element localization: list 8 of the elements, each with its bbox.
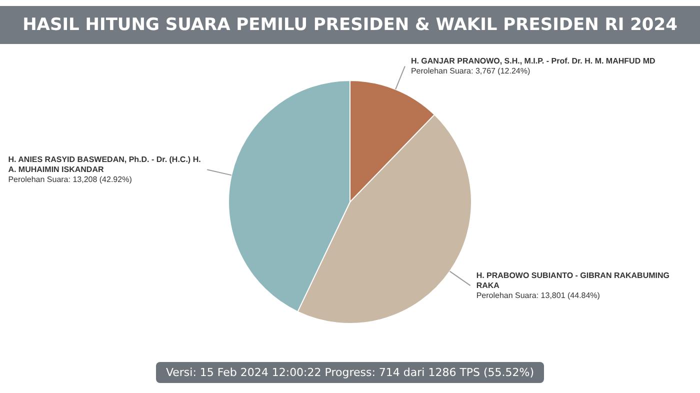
data-label: Perolehan Suara: 3,767 (12.24%) (410, 66, 530, 76)
chart-title: HASIL HITUNG SUARA PEMILU PRESIDEN & WAKIL PRESIDEN RI 2024 (22, 15, 678, 35)
slice-label: H. GANJAR PRANOWO, S.H., M.I.P. - Prof. Dr. H. M. MAHFUD MD (410, 56, 656, 66)
data-label: Perolehan Suara: 13,801 (44.84%) (476, 290, 600, 300)
slice-label: H. ANIES RASYID BASWEDAN, Ph.D. - Dr. (H.C.) H. A. MUHAIMIN ISKANDAR (8, 154, 201, 174)
data-label: Perolehan Suara: 13,208 (42.92%) (8, 174, 132, 184)
text: Versi: 15 Feb 2024 12:00:22 Progress: 714 dari 1286 TPS (55.52%) (156, 362, 544, 383)
slice-label: H. PRABOWO SUBIANTO - GIBRAN RAKABUMING RAKA (476, 270, 670, 290)
